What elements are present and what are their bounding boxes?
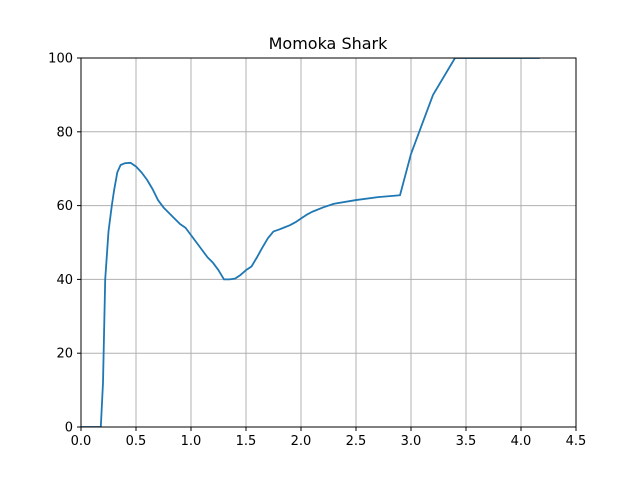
y-axis: 0 20 40 60 80 100 <box>48 52 81 436</box>
plot-frame <box>80 57 577 428</box>
x-tick-label: 1.5 <box>236 434 257 449</box>
x-tick-label: 0.0 <box>71 434 92 449</box>
series-line <box>81 58 540 427</box>
y-tick-label: 40 <box>56 273 73 288</box>
y-tick-label: 20 <box>56 347 73 362</box>
x-tick-label: 2.0 <box>291 434 312 449</box>
x-tick-label: 4.5 <box>566 434 587 449</box>
x-tick-label: 1.0 <box>181 434 202 449</box>
x-axis: 0.0 0.5 1.0 1.5 2.0 2.5 3.0 3.5 4.0 4.5 <box>71 427 587 449</box>
y-tick-label: 60 <box>56 199 73 214</box>
x-tick-label: 0.5 <box>126 434 147 449</box>
chart-title: Momoka Shark <box>269 34 389 53</box>
y-tick-label: 100 <box>48 52 73 67</box>
y-tick-label: 80 <box>56 125 73 140</box>
y-tick-label: 0 <box>65 421 73 436</box>
x-tick-label: 3.5 <box>456 434 477 449</box>
x-tick-label: 4.0 <box>511 434 532 449</box>
series-group <box>81 58 540 427</box>
x-tick-label: 2.5 <box>346 434 367 449</box>
x-tick-label: 3.0 <box>401 434 422 449</box>
